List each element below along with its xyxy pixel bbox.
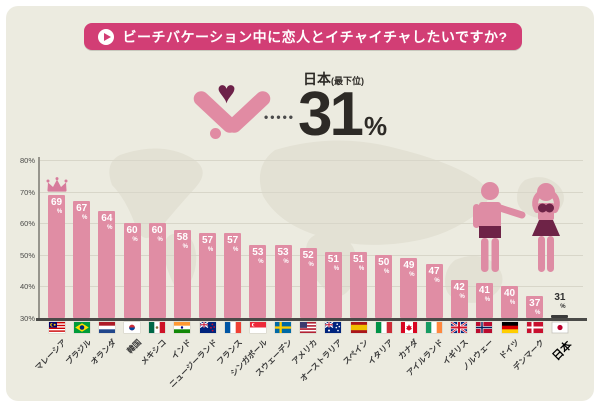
bar <box>324 251 342 318</box>
bar-value-label: 49% <box>403 259 415 278</box>
woman-in-bikini-icon <box>532 183 560 272</box>
rank-note: (最下位) <box>331 76 364 86</box>
crown-icon <box>45 176 69 198</box>
flag-norway <box>476 322 493 333</box>
y-gridline <box>38 160 583 161</box>
flag-netherlands <box>98 322 115 333</box>
bar <box>299 248 317 318</box>
play-icon <box>98 28 115 45</box>
japan-percentage-value: 31 <box>298 80 364 149</box>
bar <box>350 251 368 318</box>
bar <box>199 232 217 318</box>
japan-rank-caption: 日本(最下位) <box>303 69 364 89</box>
bar-value-label: 53% <box>277 247 289 266</box>
bar-value-label: 47% <box>428 266 440 285</box>
bar-value-label: 67% <box>76 203 88 222</box>
bar <box>526 295 544 318</box>
flag-australia <box>325 322 342 333</box>
flag-france <box>224 322 241 333</box>
bar-value-label: 42% <box>453 282 465 301</box>
man-in-swim-trunks-icon <box>473 182 526 272</box>
y-gridline <box>38 191 583 193</box>
bar <box>123 223 141 318</box>
bar <box>375 254 393 318</box>
y-gridline <box>38 223 583 225</box>
question-banner: ビーチバケーション中に恋人とイチャイチャしたいですか? <box>84 23 522 50</box>
bar-value-label: 57% <box>201 234 214 253</box>
flag-germany <box>501 322 518 333</box>
flag-usa <box>300 322 317 333</box>
bar-value-label: 69% <box>50 196 63 215</box>
y-axis-tick-label: 70% <box>19 187 35 197</box>
bar-value-label: 50% <box>378 256 390 275</box>
japan-percentage: 31% <box>298 84 387 146</box>
bar <box>425 264 443 318</box>
bar-value-label: 58% <box>176 231 189 250</box>
bar <box>173 229 191 318</box>
bar-value-label: 60% <box>126 225 138 244</box>
bar-value-label: 52% <box>302 250 314 269</box>
bar-value-label: 41% <box>478 285 491 304</box>
flag-italy <box>375 322 392 333</box>
bar <box>400 257 418 318</box>
bar <box>249 245 267 318</box>
bar-value-label: 57% <box>227 234 239 253</box>
bar-value-label: 64% <box>101 212 113 231</box>
flag-canada <box>400 322 417 333</box>
bar <box>148 223 166 318</box>
y-axis-tick-label: 50% <box>19 250 35 260</box>
bar <box>551 314 569 318</box>
flag-sweden <box>275 322 292 333</box>
y-axis-tick-label: 80% <box>19 156 35 165</box>
bar <box>73 201 91 318</box>
flag-new-zealand <box>199 322 216 333</box>
bar-value-label: 51% <box>327 253 340 272</box>
japan-percentage-unit: % <box>363 111 388 141</box>
flag-ireland <box>426 322 443 333</box>
bar <box>501 286 519 318</box>
flag-singapore <box>249 322 266 333</box>
bar-value-label: 53% <box>252 247 264 266</box>
question-title: ビーチバケーション中に恋人とイチャイチャしたいですか? <box>122 28 508 45</box>
y-axis-tick-label: 60% <box>19 219 35 229</box>
bar <box>98 210 116 318</box>
y-axis-line <box>38 157 40 318</box>
flag-mexico <box>149 322 166 333</box>
dots-leader: ••••• <box>264 110 296 124</box>
vmark-dot <box>210 128 221 139</box>
flag-uk <box>451 322 468 333</box>
japan-label: 日本 <box>303 71 331 87</box>
flag-spain <box>350 322 367 333</box>
bar-value-label: 60% <box>151 225 163 244</box>
bar-value-label: 51% <box>352 253 365 272</box>
flag-india <box>174 322 191 333</box>
flag-south-korea <box>124 322 140 333</box>
bar <box>48 194 65 318</box>
bar <box>224 232 242 318</box>
couple-icon <box>473 182 560 272</box>
x-axis-baseline <box>36 318 587 321</box>
bar <box>475 283 493 318</box>
bar-value-label: 37% <box>529 297 541 316</box>
y-axis-tick-label: 40% <box>19 282 35 292</box>
flag-malaysia <box>48 322 65 333</box>
flag-denmark <box>526 322 543 333</box>
bar-value-label: 31% <box>554 291 566 310</box>
bar-value-label: 40% <box>503 288 516 307</box>
heart-icon: ♥ <box>217 74 236 110</box>
y-axis-tick-label: 30% <box>19 314 35 323</box>
flag-brazil <box>73 322 90 333</box>
bar <box>450 280 468 318</box>
bar <box>274 245 292 318</box>
flag-japan <box>551 322 568 333</box>
